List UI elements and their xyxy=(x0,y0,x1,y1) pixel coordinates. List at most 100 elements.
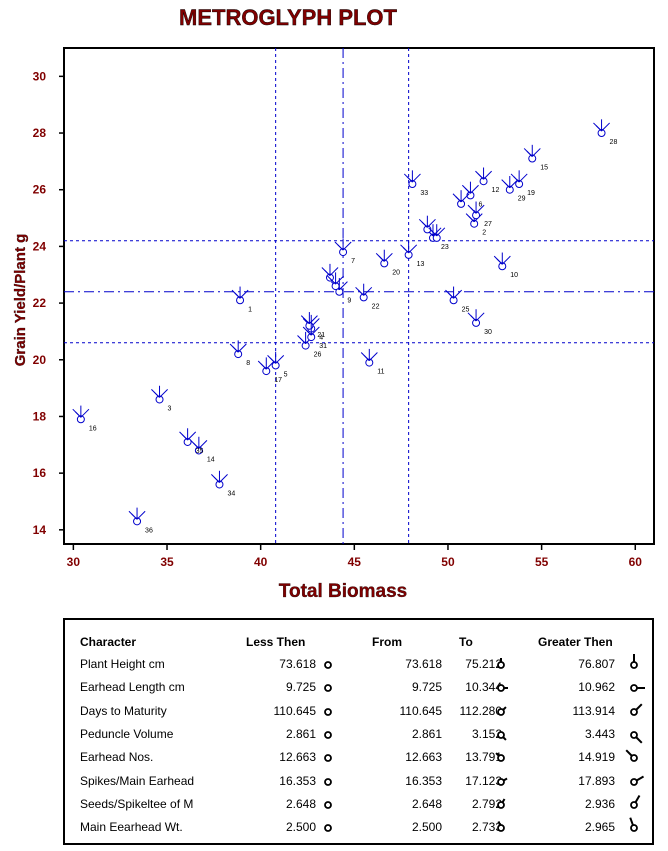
legend-table: Character Less Then From To Greater Then… xyxy=(63,618,654,845)
glyph-ray xyxy=(237,343,247,353)
x-axis-label: Total Biomass xyxy=(279,581,407,602)
x-tick-label: 35 xyxy=(160,555,174,569)
legend-glyph-icon xyxy=(324,754,332,763)
legend-symbol xyxy=(490,701,512,723)
legend-glyph-icon xyxy=(324,661,332,669)
legend-symbol xyxy=(317,817,339,839)
glyph-ray xyxy=(531,148,541,157)
x-tick-label: 30 xyxy=(67,555,81,569)
point-id-label: 30 xyxy=(484,329,492,336)
legend-symbol xyxy=(623,817,645,839)
metroglyph-point: 36 xyxy=(128,507,153,534)
metroglyph-point: 28 xyxy=(593,119,617,146)
glyph-ray xyxy=(153,391,160,398)
glyph-ray xyxy=(232,346,239,353)
legend-glyph-icon xyxy=(495,752,505,763)
metroglyph-point: 10 xyxy=(493,252,518,279)
glyph-ray xyxy=(368,352,378,361)
legend-glyph-icon xyxy=(324,800,332,809)
point-id-label: 5 xyxy=(284,371,288,378)
metroglyph-point xyxy=(418,215,436,234)
legend-from-value: 2.861 xyxy=(411,726,442,741)
legend-header-row: Character Less Then From To Greater Then xyxy=(65,632,652,654)
header-to: To xyxy=(459,635,473,649)
legend-symbol xyxy=(317,794,339,816)
glyph-ray xyxy=(337,244,344,251)
legend-greater-value: 10.962 xyxy=(578,680,615,695)
metroglyph-point: 31 xyxy=(302,323,327,350)
point-id-label: 12 xyxy=(492,187,500,194)
glyph-ray xyxy=(601,122,611,132)
x-axis-ticks: 30 35 40 45 50 55 60 xyxy=(67,544,642,569)
metroglyph-point xyxy=(327,272,345,291)
legend-glyph-icon xyxy=(497,705,507,716)
point-id-label: 26 xyxy=(314,352,322,359)
legend-less-value: 2.500 xyxy=(285,820,316,835)
glyph-ray xyxy=(470,184,479,194)
glyph-ray xyxy=(470,315,477,322)
glyph-ray xyxy=(453,289,463,299)
glyph-ray xyxy=(475,204,485,214)
glyph-ray xyxy=(460,193,470,203)
metroglyph-point xyxy=(428,224,446,242)
metroglyph-point: 29 xyxy=(501,176,526,203)
legend-character: Spikes/Main Earhead xyxy=(80,773,195,788)
metroglyph-point: 12 xyxy=(475,167,500,194)
metroglyph-point: 11 xyxy=(360,348,385,376)
legend-greater-value: 113.914 xyxy=(572,703,616,718)
glyph-ray xyxy=(198,440,208,449)
legend-character: Main Eearhead Wt. xyxy=(80,820,183,835)
legend-symbol xyxy=(317,747,339,769)
point-id-label: 19 xyxy=(527,190,535,197)
glyph-ray xyxy=(265,360,275,370)
legend-less-value: 12.663 xyxy=(279,750,316,765)
metroglyph-point: 5 xyxy=(267,351,288,378)
legend-less-value: 110.645 xyxy=(273,703,317,718)
legend-to-value: 10.344 xyxy=(465,680,502,695)
metroglyph-point: 35 xyxy=(179,428,204,455)
legend-glyph-icon xyxy=(497,730,507,741)
metroglyph-point: 33 xyxy=(403,170,428,197)
legend-symbol xyxy=(490,677,512,699)
metroglyph-point: 27 xyxy=(467,201,492,228)
legend-to-value: 17.123 xyxy=(465,773,502,788)
metroglyph-point: 22 xyxy=(355,283,380,310)
legend-glyph-icon xyxy=(497,684,508,693)
glyph-ray xyxy=(509,179,519,189)
header-from: From xyxy=(372,635,402,649)
glyph-ray xyxy=(464,187,471,194)
legend-symbol xyxy=(317,654,339,676)
metroglyph-point: 19 xyxy=(510,170,535,197)
metroglyph-point: 3 xyxy=(151,385,172,412)
legend-row: Spikes/Main Earhead 16.353 16.353 17.123 17.… xyxy=(65,771,652,793)
chart-title: METROGLYPH PLOT xyxy=(179,5,398,30)
point-id-label: 2 xyxy=(482,230,486,237)
glyph-ray xyxy=(269,357,277,364)
point-id-label: 21 xyxy=(317,332,325,339)
metroglyph-point: 25 xyxy=(445,286,469,313)
point-id-label: 28 xyxy=(610,139,618,146)
point-id-label: 23 xyxy=(441,244,449,251)
reference-lines xyxy=(64,48,654,544)
legend-from-value: 12.663 xyxy=(405,750,442,765)
glyph-ray xyxy=(496,258,503,265)
point-id-label: 13 xyxy=(417,261,425,268)
legend-symbol xyxy=(317,677,339,699)
y-tick-label: 20 xyxy=(33,353,47,367)
legend-from-value: 2.500 xyxy=(411,820,442,835)
legend-glyph-icon xyxy=(630,703,643,716)
y-tick-label: 14 xyxy=(33,523,47,537)
legend-symbol xyxy=(490,794,512,816)
metroglyph-plot: METROGLYPH PLOT 30 35 40 45 50 55 60 141618202… xyxy=(12,5,655,602)
metroglyph-point: 7 xyxy=(334,238,355,265)
legend-symbol xyxy=(317,724,339,746)
legend-to-value: 112.280 xyxy=(459,703,503,718)
y-tick-label: 30 xyxy=(33,69,47,83)
legend-row: Days to Maturity 110.645 110.645 112.280 113… xyxy=(65,701,652,723)
legend-glyph-icon xyxy=(630,684,645,693)
glyph-ray xyxy=(310,326,320,336)
legend-glyph-icon xyxy=(497,798,506,809)
legend-greater-value: 76.807 xyxy=(578,657,615,671)
y-axis-ticks: 14 16 18 20 22 24 26 28 30 xyxy=(33,69,64,537)
legend-greater-value: 2.965 xyxy=(584,820,615,835)
